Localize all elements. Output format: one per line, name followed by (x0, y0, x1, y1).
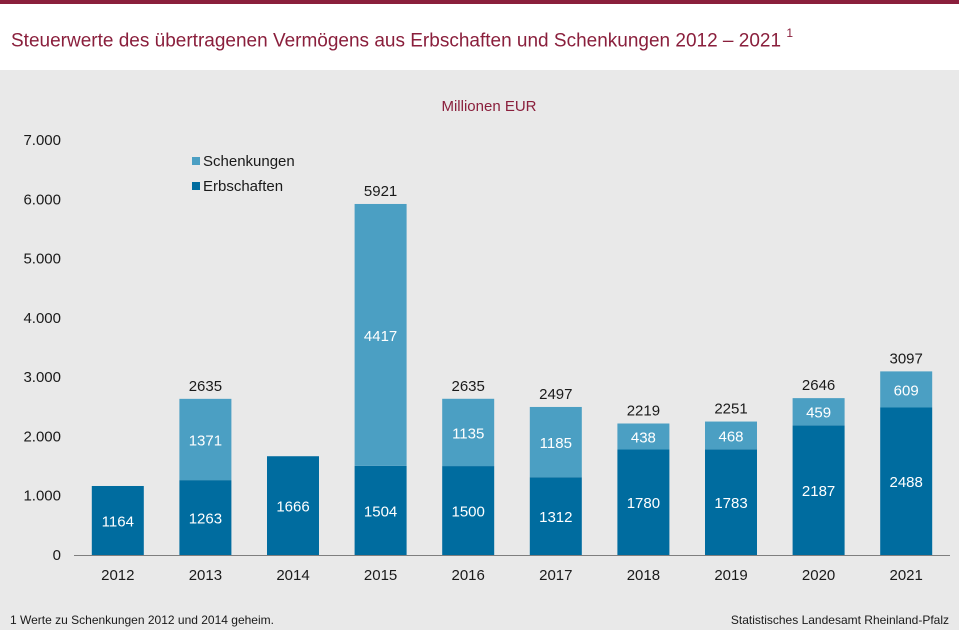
footnote: 1 Werte zu Schenkungen 2012 und 2014 geh… (10, 613, 274, 627)
bar-erbschaften (442, 466, 495, 555)
bar-schenkungen (705, 421, 757, 450)
data-label-schenkungen: 459 (806, 405, 831, 422)
bar-schenkungen (529, 406, 582, 478)
bar-erbschaften (617, 449, 670, 555)
unit-label: Millionen EUR (441, 98, 536, 115)
x-tick-label: 2021 (890, 567, 923, 584)
total-label: 3097 (890, 350, 923, 367)
source-credit: Statistisches Landesamt Rheinland-Pfalz (730, 613, 949, 627)
data-label-schenkungen: 1185 (540, 435, 572, 452)
top-accent-rule (0, 0, 959, 4)
data-label-erbschaften: 1164 (102, 513, 134, 530)
x-tick-label: 2017 (539, 567, 572, 584)
stacked-bar-chart: Millionen EUR 0 1.000 2.000 3.000 4.000 5.000 6… (23, 98, 950, 584)
bar-erbschaften (792, 425, 845, 555)
total-label: 5921 (364, 183, 397, 200)
data-label-erbschaften: 2488 (890, 474, 923, 491)
x-tick-label: 2016 (452, 567, 485, 584)
x-tick-label: 2014 (276, 567, 309, 584)
bar-schenkungen (179, 398, 232, 481)
legend-label: Erbschaften (203, 178, 283, 195)
bar-erbschaften (267, 456, 319, 555)
y-tick-label: 3.000 (23, 369, 61, 386)
legend-label: Schenkungen (203, 153, 295, 170)
data-label-erbschaften: 1312 (539, 509, 572, 526)
chart-title-text: Steuerwerte des übertragenen Vermögens a… (11, 30, 782, 52)
x-tick-label: 2012 (101, 567, 134, 584)
data-label-erbschaften: 1666 (276, 499, 309, 516)
y-tick-label: 7.000 (23, 132, 61, 149)
bar-schenkungen (792, 398, 845, 426)
bar-schenkungen (442, 398, 495, 467)
bar-erbschaften (880, 407, 933, 555)
legend-swatch (192, 157, 200, 165)
data-label-erbschaften: 1783 (714, 495, 747, 512)
data-label-schenkungen: 1135 (452, 425, 484, 442)
y-tick-label: 4.000 (23, 310, 61, 327)
bar-erbschaften (354, 465, 407, 555)
y-tick-label: 5.000 (23, 251, 61, 268)
total-label: 2646 (802, 377, 835, 394)
legend-swatch (192, 182, 200, 190)
bar-erbschaften (529, 477, 582, 555)
data-label-schenkungen: 1371 (189, 432, 222, 449)
x-tick-label: 2020 (802, 567, 835, 584)
data-label-schenkungen: 609 (894, 382, 919, 399)
total-label: 2635 (452, 378, 485, 395)
title-footnote-mark: 1 (786, 26, 794, 40)
bar-schenkungen (617, 423, 670, 450)
x-tick-label: 2018 (627, 567, 660, 584)
y-tick-label: 2.000 (23, 428, 61, 445)
total-label: 2497 (539, 386, 572, 403)
y-tick-label: 6.000 (23, 191, 61, 208)
data-label-erbschaften: 1500 (452, 504, 485, 521)
total-label: 2635 (189, 378, 222, 395)
bar-erbschaften (179, 480, 232, 555)
y-tick-label: 1.000 (23, 488, 61, 505)
bar-schenkungen (880, 371, 933, 408)
data-label-erbschaften: 2187 (802, 483, 835, 500)
x-tick-label: 2019 (714, 567, 747, 584)
bar-erbschaften (705, 449, 757, 555)
data-label-schenkungen: 468 (718, 428, 743, 445)
title-bar: Steuerwerte des übertragenen Vermögens a… (0, 4, 959, 70)
x-tick-label: 2013 (189, 567, 222, 584)
data-label-schenkungen: 4417 (364, 328, 397, 345)
y-tick-label: 0 (53, 547, 61, 564)
bar-schenkungen (354, 203, 407, 466)
chart-title: Steuerwerte des übertragenen Vermögens a… (11, 26, 794, 52)
data-label-erbschaften: 1780 (627, 495, 660, 512)
total-label: 2219 (627, 402, 660, 419)
x-tick-label: 2015 (364, 567, 397, 584)
total-label: 2251 (714, 401, 747, 418)
data-label-erbschaften: 1263 (189, 511, 222, 528)
bar-erbschaften (91, 485, 144, 555)
data-label-schenkungen: 438 (631, 429, 656, 446)
data-label-erbschaften: 1504 (364, 503, 397, 520)
